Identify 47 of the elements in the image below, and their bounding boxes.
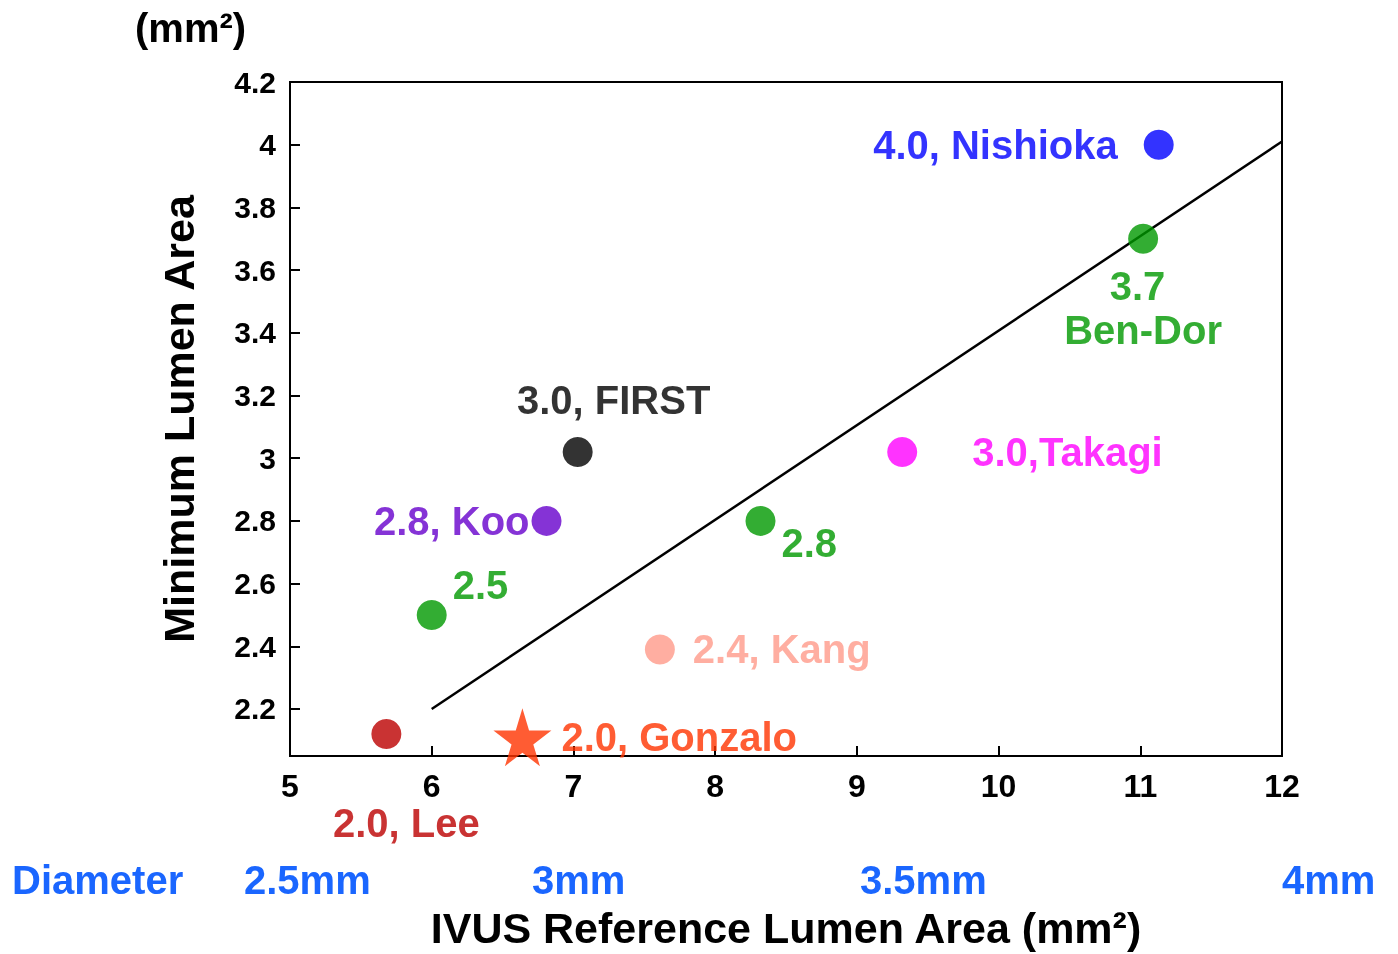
series-label: 2.4, Kang: [692, 627, 871, 672]
point: [745, 505, 776, 536]
x-tick-label: 12: [1264, 768, 1300, 804]
point: [644, 634, 675, 665]
y-tick-label: 3: [259, 441, 276, 475]
point: [416, 599, 447, 630]
point: [1128, 223, 1159, 254]
series-label: 2.8: [781, 520, 838, 565]
y-tick-label: 2.4: [234, 629, 277, 663]
point: [371, 719, 402, 750]
x-tick-label: 6: [422, 768, 441, 804]
x-tick-label: 10: [980, 768, 1017, 804]
series-label: 3.7 Ben-Dor: [1064, 263, 1223, 352]
y-tick-label: 2.6: [234, 567, 276, 601]
point: [887, 436, 918, 467]
text: 2.5mm: [244, 858, 371, 903]
x-tick-label: 8: [706, 768, 725, 804]
point: [531, 505, 562, 536]
point: [493, 708, 552, 767]
x-tick-label: 11: [1123, 768, 1158, 804]
y-axis-title: Minimum Lumen Area: [154, 194, 203, 643]
x-tick-label: 7: [564, 768, 583, 804]
y-tick-label: 2.2: [234, 692, 276, 726]
series-label: 3.0, FIRST: [516, 377, 711, 422]
point: [1143, 129, 1174, 160]
series-label: 2.0, Lee: [332, 801, 480, 846]
point: [562, 436, 593, 467]
text: (mm²): [135, 6, 247, 51]
text: 3mm: [532, 858, 626, 903]
y-tick-label: 3.2: [234, 378, 276, 412]
y-tick-label: 2.8: [234, 504, 276, 538]
series-label: 4.0, Nishioka: [873, 122, 1119, 167]
y-tick-label: 4.2: [234, 65, 276, 99]
y-tick-label: 3.6: [234, 253, 276, 287]
series-label: 2.5: [452, 562, 509, 607]
text: 3.5mm: [860, 858, 987, 903]
text: 4mm: [1282, 858, 1376, 903]
series-label: 2.0, Gonzalo: [561, 715, 798, 760]
text: Diameter: [12, 858, 184, 903]
x-tick-label: 9: [847, 768, 866, 804]
series-label: 2.8, Koo: [373, 498, 530, 543]
y-tick-label: 3.4: [234, 316, 277, 350]
y-tick-label: 3.8: [234, 190, 276, 224]
x-axis-title: IVUS Reference Lumen Area (mm²): [430, 903, 1142, 952]
x-tick-label: 5: [281, 768, 299, 804]
series-label: 3.0,Takagi: [972, 429, 1163, 474]
y-tick-label: 4: [259, 128, 277, 162]
